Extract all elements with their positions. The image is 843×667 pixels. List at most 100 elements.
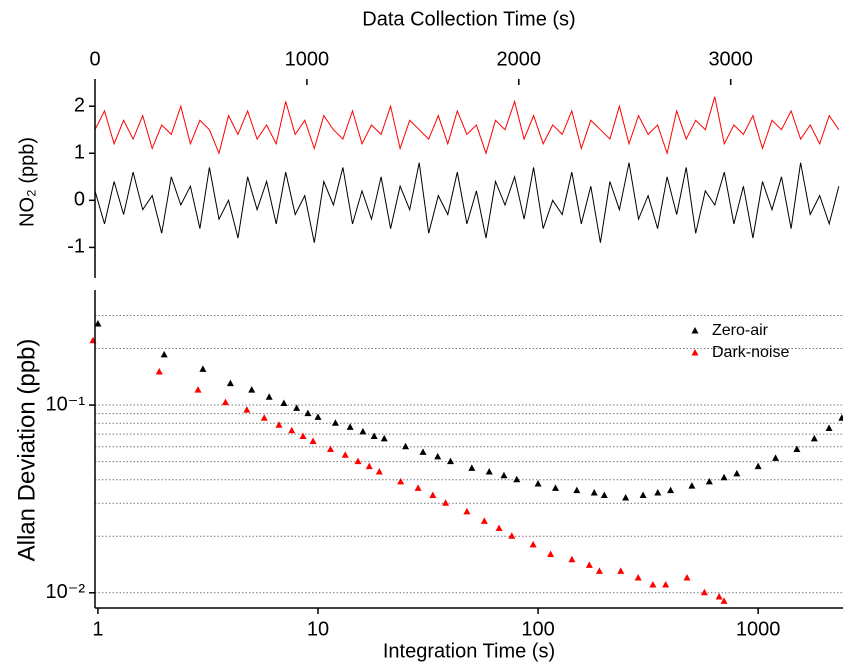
x-tick-label: 1000 (285, 48, 330, 70)
data-point (534, 479, 542, 487)
data-point (260, 414, 268, 421)
data-point (513, 475, 521, 483)
data-point (434, 452, 442, 460)
x-tick-label: 10 (307, 618, 329, 640)
top-x-axis-title: Data Collection Time (s) (362, 8, 575, 30)
y-tick-label: 2 (74, 94, 85, 116)
bottom-x-axis-title: Integration Time (s) (383, 640, 555, 662)
data-point (568, 555, 576, 563)
data-point (793, 445, 801, 452)
data-point (720, 597, 728, 604)
data-point (304, 409, 312, 417)
data-point (468, 464, 476, 471)
legend-label: Zero-air (712, 322, 769, 339)
data-point (414, 484, 422, 491)
x-tick-label: 1000 (736, 618, 781, 640)
data-point (265, 393, 273, 400)
data-point (354, 457, 362, 465)
data-point (402, 442, 410, 450)
data-point (700, 588, 708, 596)
data-point (370, 432, 378, 439)
data-point (380, 434, 388, 442)
y-tick-label: 10⁻¹ (46, 393, 86, 415)
y-tick-label: 0 (74, 189, 85, 211)
data-point (529, 540, 537, 548)
data-point (359, 427, 367, 435)
x-tick-label: 100 (521, 618, 554, 640)
data-point (573, 486, 581, 494)
data-point (622, 493, 630, 501)
bottom-y-axis-title: Allan Deviation (ppb) (13, 339, 40, 562)
data-point (226, 379, 234, 387)
data-point (595, 567, 603, 574)
data-point (683, 573, 691, 581)
legend-label: Dark-noise (712, 344, 789, 361)
data-point (463, 507, 471, 515)
data-point (346, 423, 354, 430)
data-point (194, 386, 202, 393)
y-tick-label: 1 (74, 142, 85, 164)
data-point (160, 350, 168, 358)
data-point (617, 567, 625, 574)
data-point (94, 320, 102, 327)
data-point (155, 367, 163, 375)
data-point (275, 421, 283, 428)
data-line (94, 162, 840, 243)
data-point (634, 573, 642, 581)
data-point (288, 426, 296, 434)
legend-marker (691, 327, 699, 334)
data-point (705, 477, 713, 485)
data-point (715, 592, 723, 600)
data-point (600, 491, 608, 498)
x-tick-label: 2000 (497, 48, 542, 70)
data-point (419, 448, 427, 455)
data-point (299, 432, 307, 439)
data-point (480, 517, 488, 524)
data-point (375, 467, 383, 475)
legend-marker (691, 349, 699, 356)
data-point (495, 524, 503, 532)
data-point (222, 398, 230, 406)
data-point (585, 561, 593, 568)
data-point (429, 491, 437, 498)
data-point (733, 469, 741, 477)
data-point (327, 445, 335, 452)
data-point (243, 406, 251, 413)
data-point (442, 499, 450, 506)
x-tick-label: 0 (89, 48, 100, 70)
data-point (397, 477, 405, 485)
data-point (772, 454, 780, 461)
data-point (500, 471, 508, 479)
data-point (654, 489, 662, 496)
top-y-axis-title: NO₂ (ppb) (16, 137, 38, 227)
data-point (688, 482, 696, 489)
x-tick-label: 3000 (708, 48, 753, 70)
data-point (825, 424, 833, 432)
data-point (720, 473, 728, 481)
data-point (810, 434, 818, 442)
data-point (508, 532, 516, 539)
x-tick-label: 1 (92, 618, 103, 640)
data-point (639, 491, 647, 498)
data-point (838, 414, 843, 421)
data-point (341, 451, 349, 458)
data-point (331, 419, 339, 426)
data-point (662, 581, 670, 588)
data-point (314, 413, 322, 420)
data-point (649, 581, 657, 588)
data-point (309, 437, 317, 444)
data-point (248, 386, 256, 393)
data-point (551, 484, 559, 491)
data-point (667, 486, 675, 494)
data-point (365, 462, 373, 470)
data-line (94, 96, 840, 156)
data-point (446, 457, 454, 465)
data-point (590, 489, 598, 496)
y-tick-label: 10⁻² (46, 581, 86, 603)
data-point (293, 404, 301, 411)
data-point (547, 550, 555, 557)
y-tick-label: -1 (67, 236, 85, 258)
data-point (485, 467, 493, 475)
data-point (280, 399, 288, 406)
